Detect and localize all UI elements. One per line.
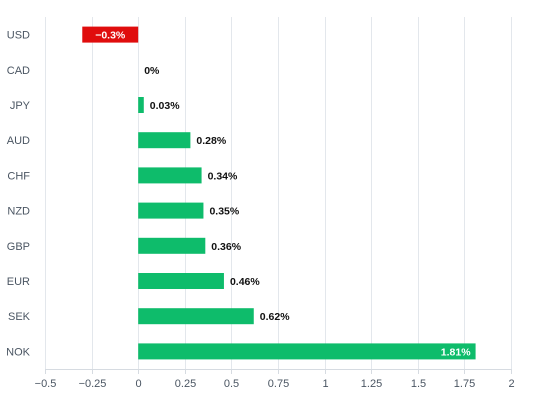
x-tick-label: 1.75 xyxy=(454,378,475,390)
bar xyxy=(138,237,206,254)
bar xyxy=(138,132,191,149)
bar xyxy=(82,26,139,43)
category-label: CHF xyxy=(7,170,30,182)
x-tick-label: 0 xyxy=(135,378,141,390)
category-label: JPY xyxy=(10,100,31,112)
category-labels: USD CAD JPY AUD CHF NZD GBP EUR SEK NOK xyxy=(6,30,31,359)
x-tick-label: 1.25 xyxy=(361,378,382,390)
category-label: NOK xyxy=(6,346,31,358)
bar xyxy=(138,343,476,360)
value-label: 0.46% xyxy=(230,276,260,288)
category-label: AUD xyxy=(7,135,30,147)
value-label: 0.34% xyxy=(208,170,238,182)
value-label: 0.36% xyxy=(211,241,241,253)
value-labels: −0.3% 0% 0.03% 0.28% 0.34% 0.35% 0.36% 0.46% 0.6… xyxy=(95,30,471,359)
grid-lines xyxy=(45,17,512,369)
x-tick-label: 2 xyxy=(508,378,514,390)
x-tick-label: 1.5 xyxy=(411,378,426,390)
category-label: SEK xyxy=(8,311,31,323)
value-label: 0.03% xyxy=(150,100,180,112)
category-label: USD xyxy=(7,30,30,42)
bar xyxy=(138,202,204,219)
x-tick-label: −0.5 xyxy=(35,378,57,390)
category-label: NZD xyxy=(7,206,30,218)
x-tick-label: 0.5 xyxy=(224,378,239,390)
x-axis: −0.5 −0.25 0 0.25 0.5 0.75 1 1.25 1.5 1.75 2 xyxy=(35,369,515,390)
bar xyxy=(138,273,224,289)
value-label: 0.28% xyxy=(196,135,226,147)
category-label: GBP xyxy=(7,241,30,253)
bar xyxy=(138,308,254,325)
bar xyxy=(138,97,144,113)
value-label: −0.3% xyxy=(95,30,126,42)
bars xyxy=(82,26,476,360)
category-label: CAD xyxy=(7,65,30,77)
category-label: EUR xyxy=(7,276,30,288)
bar xyxy=(138,167,202,184)
value-label: 0.35% xyxy=(209,206,239,218)
x-tick-label: 0.75 xyxy=(268,378,289,390)
value-label: 1.81% xyxy=(441,346,471,358)
x-tick-label: 1 xyxy=(322,378,328,390)
value-label: 0.62% xyxy=(260,311,290,323)
x-tick-label: −0.25 xyxy=(79,378,107,390)
value-label: 0% xyxy=(144,65,160,77)
x-tick-label: 0.25 xyxy=(175,378,196,390)
